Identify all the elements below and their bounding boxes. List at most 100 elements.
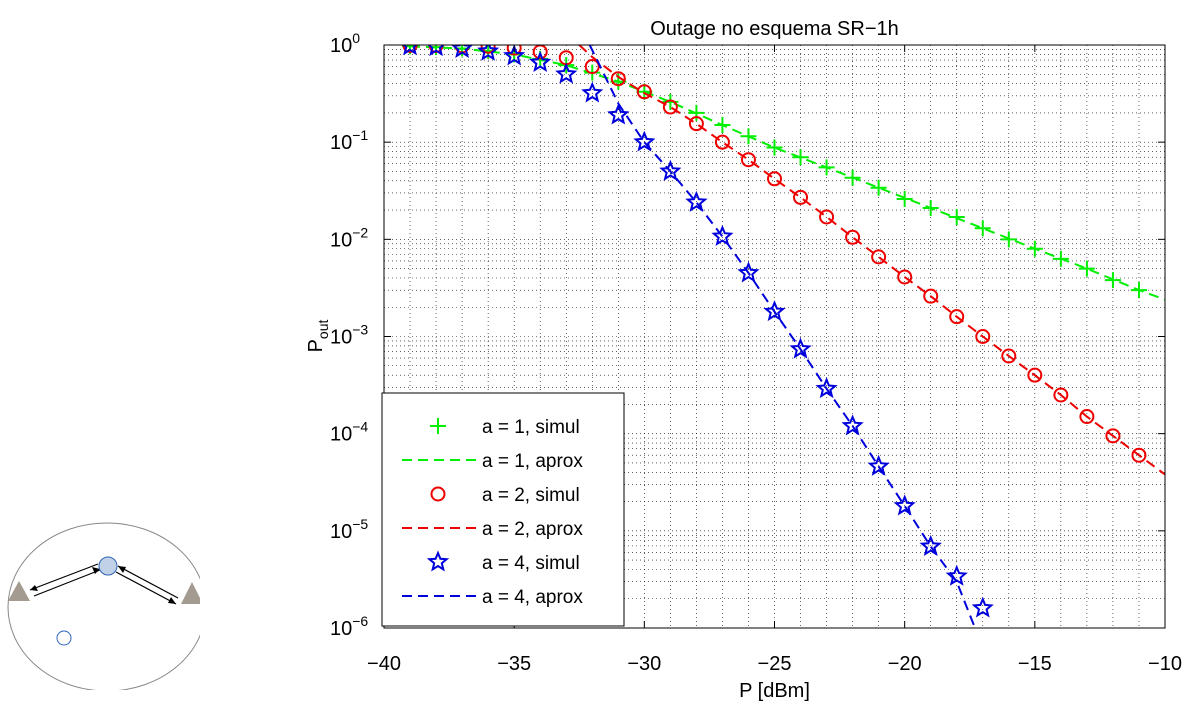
data-point <box>1053 387 1069 403</box>
y-axis-label: Pout <box>305 319 331 352</box>
link-arrow <box>117 565 179 599</box>
legend-label: a = 2, aprox <box>482 519 583 540</box>
x-tick-label: −15 <box>1018 653 1052 675</box>
y-tick-label: 10−5 <box>330 516 368 543</box>
data-point <box>841 414 864 436</box>
data-point <box>893 494 916 516</box>
y-tick-label: 10−6 <box>330 613 368 640</box>
legend-label: a = 4, simul <box>482 553 580 574</box>
network-boundary-ellipse <box>7 522 200 690</box>
data-point <box>503 45 526 66</box>
data-point <box>1001 348 1017 364</box>
legend-marker <box>426 550 450 572</box>
data-point <box>633 130 656 152</box>
data-point <box>659 159 682 181</box>
x-tick-label: −30 <box>627 653 661 675</box>
data-point <box>581 81 604 103</box>
link-arrow <box>115 571 177 605</box>
data-point <box>451 45 474 58</box>
user-node-icon <box>56 630 72 646</box>
data-point <box>711 224 734 246</box>
link-arrow <box>29 563 99 591</box>
data-point <box>529 50 552 72</box>
y-axis-label-sub: out <box>315 319 331 339</box>
data-point <box>815 377 838 399</box>
series-line <box>578 45 1165 476</box>
data-point <box>919 534 942 556</box>
data-point <box>555 62 578 84</box>
data-point <box>477 45 500 61</box>
y-tick-label: 10−1 <box>330 127 368 154</box>
legend: a = 1, simul a = 1, aprox a = 2, simul a = … <box>381 392 625 627</box>
data-point <box>1078 260 1095 277</box>
data-point <box>871 249 887 265</box>
data-point <box>688 116 704 132</box>
legend-label: a = 2, simul <box>482 485 580 506</box>
legend-label: a = 1, simul <box>482 417 580 438</box>
data-point <box>1027 367 1043 383</box>
series-a-4-simul <box>402 45 994 618</box>
data-point <box>1131 447 1147 463</box>
data-point <box>607 103 630 125</box>
terminal-node-icon <box>181 582 200 604</box>
data-point <box>480 45 496 54</box>
series-line <box>409 45 1165 301</box>
chart-title: Outage no esquema SR−1h <box>650 18 899 40</box>
data-point <box>506 45 522 56</box>
series-a-2-aprox <box>578 45 1165 476</box>
x-tick-label: −20 <box>888 653 922 675</box>
legend-label: a = 1, aprox <box>482 451 583 472</box>
x-tick-label: −25 <box>758 653 792 675</box>
data-point <box>766 139 783 156</box>
legend-marker <box>430 486 446 502</box>
terminal-node-icon <box>8 581 30 601</box>
relay-network-diagram-icon <box>7 522 200 690</box>
data-point <box>793 189 809 205</box>
data-point <box>845 229 861 245</box>
y-tick-label: 10−2 <box>330 224 368 251</box>
legend-box <box>381 392 625 627</box>
legend-label: a = 4, aprox <box>482 587 583 608</box>
data-point <box>1079 409 1095 425</box>
x-tick-label: −35 <box>497 653 531 675</box>
data-point <box>949 309 965 325</box>
x-tick-label: −10 <box>1148 653 1182 675</box>
data-point <box>685 190 708 212</box>
data-point <box>740 152 756 168</box>
axis-ticks <box>383 44 1166 629</box>
x-axis-label: P [dBm] <box>739 680 810 702</box>
data-point <box>737 261 760 283</box>
data-point <box>897 269 913 285</box>
data-point <box>763 300 786 322</box>
data-point <box>867 454 890 476</box>
data-point <box>923 288 939 304</box>
y-tick-label: 10−4 <box>330 419 368 446</box>
data-point <box>767 171 782 187</box>
data-point <box>975 329 991 344</box>
series-line <box>588 45 976 628</box>
data-point <box>1105 428 1121 444</box>
series-a-2-simul <box>402 45 1147 463</box>
data-point <box>971 596 994 618</box>
data-point <box>402 45 418 56</box>
data-point <box>584 59 600 75</box>
y-axis-label-main: P <box>305 339 327 352</box>
data-point <box>896 191 913 208</box>
x-tick-label: −40 <box>367 653 401 675</box>
data-point <box>974 220 991 237</box>
relay-node-icon <box>98 556 118 576</box>
y-tick-label: 10−3 <box>330 322 368 349</box>
series-a-4-aprox <box>588 45 976 628</box>
data-point <box>427 45 445 57</box>
y-tick-label: 100 <box>330 30 360 57</box>
data-point <box>945 564 968 586</box>
data-point <box>662 99 678 115</box>
data-point <box>819 209 835 225</box>
legend-marker <box>430 418 446 434</box>
data-point <box>870 179 887 196</box>
data-point <box>636 84 652 100</box>
data-point <box>789 337 812 359</box>
data-point <box>610 71 626 87</box>
